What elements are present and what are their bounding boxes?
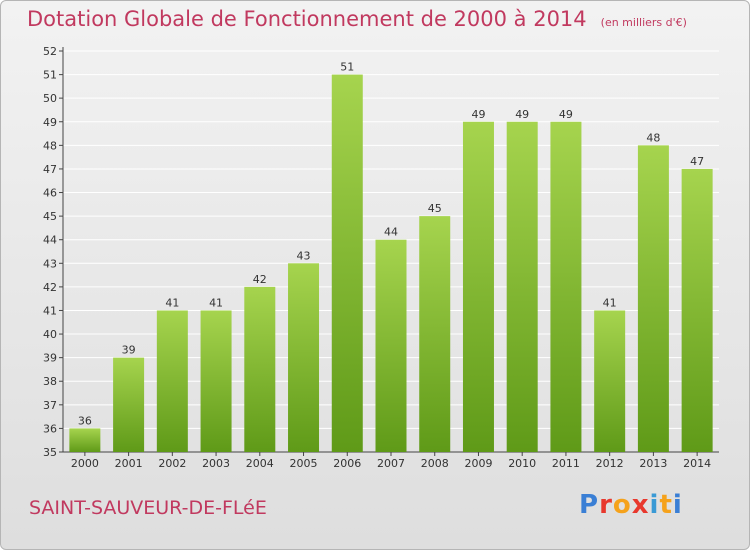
bar-2013 (637, 145, 669, 452)
bars (69, 74, 713, 453)
bar-value-label: 43 (297, 249, 311, 262)
bar-value-label: 42 (253, 273, 267, 286)
y-tick-label: 44 (43, 234, 57, 247)
chart-unit: (en milliers d'€) (600, 16, 687, 29)
y-tick-label: 47 (43, 163, 57, 176)
y-tick-label: 50 (43, 92, 57, 105)
x-tick-label: 2000 (71, 457, 99, 470)
y-tick-label: 43 (43, 257, 57, 270)
y-tick-label: 45 (43, 210, 57, 223)
y-tick-label: 36 (43, 422, 57, 435)
x-tick-label: 2013 (639, 457, 667, 470)
chart-title-text: Dotation Globale de Fonctionnement de 20… (27, 7, 587, 31)
bar-2011 (550, 121, 582, 452)
bar-2001 (113, 357, 145, 452)
x-tick-label: 2002 (158, 457, 186, 470)
x-tick-label: 2011 (552, 457, 580, 470)
bar-value-label: 41 (209, 296, 223, 309)
bar-2009 (462, 121, 494, 452)
commune-name: SAINT-SAUVEUR-DE-FLéE (29, 497, 267, 519)
bar-2012 (594, 310, 626, 452)
bar-value-label: 39 (122, 344, 136, 357)
y-tick-label: 51 (43, 69, 57, 82)
bar-2010 (506, 121, 538, 452)
bar-2005 (288, 263, 320, 452)
bar-value-label: 44 (384, 226, 398, 239)
y-tick-label: 42 (43, 281, 57, 294)
bar-2014 (681, 168, 713, 453)
y-tick-label: 35 (43, 446, 57, 459)
x-tick-label: 2014 (683, 457, 711, 470)
x-tick-label: 2004 (246, 457, 274, 470)
bar-2006 (331, 74, 363, 453)
logo-letter: t (659, 490, 673, 520)
logo-letter: i (672, 490, 683, 520)
logo-letter: P (579, 490, 600, 520)
x-tick-label: 2001 (115, 457, 143, 470)
bar-value-label: 41 (603, 296, 617, 309)
logo-letter: o (612, 490, 632, 520)
bar-value-label: 48 (646, 131, 660, 144)
bar-value-label: 47 (690, 155, 704, 168)
chart-title: Dotation Globale de Fonctionnement de 20… (27, 7, 687, 31)
x-tick-label: 2006 (333, 457, 361, 470)
x-tick-label: 2010 (508, 457, 536, 470)
y-tick-label: 38 (43, 375, 57, 388)
y-tick-label: 48 (43, 139, 57, 152)
bar-value-label: 49 (471, 108, 485, 121)
x-tick-label: 2012 (596, 457, 624, 470)
bar-value-label: 49 (515, 108, 529, 121)
x-tick-label: 2009 (464, 457, 492, 470)
bar-2000 (69, 428, 101, 452)
bar-2002 (156, 310, 188, 452)
x-tick-label: 2003 (202, 457, 230, 470)
bar-2008 (419, 216, 451, 452)
logo-letter: x (631, 490, 650, 520)
bar-2007 (375, 239, 407, 452)
y-tick-label: 40 (43, 328, 57, 341)
y-tick-label: 46 (43, 187, 57, 200)
bar-value-label: 41 (165, 296, 179, 309)
bar-value-label: 51 (340, 61, 354, 74)
x-tick-label: 2007 (377, 457, 405, 470)
bar-value-label: 36 (78, 414, 92, 427)
y-tick-label: 37 (43, 399, 57, 412)
x-tick-label: 2005 (290, 457, 318, 470)
logo-letter: i (649, 490, 660, 520)
y-tick-label: 41 (43, 304, 57, 317)
y-tick-label: 49 (43, 116, 57, 129)
bar-value-label: 45 (428, 202, 442, 215)
y-tick-label: 52 (43, 45, 57, 58)
bar-2003 (200, 310, 232, 452)
y-tick-label: 39 (43, 352, 57, 365)
bar-value-label: 49 (559, 108, 573, 121)
labels: 36 39 41 41 42 43 51 44 45 49 49 49 41 48 47 (78, 61, 704, 428)
proxiti-logo[interactable]: Proxiti (579, 490, 683, 520)
logo-letter: r (599, 490, 613, 520)
x-tick-label: 2008 (421, 457, 449, 470)
bar-2004 (244, 286, 276, 452)
